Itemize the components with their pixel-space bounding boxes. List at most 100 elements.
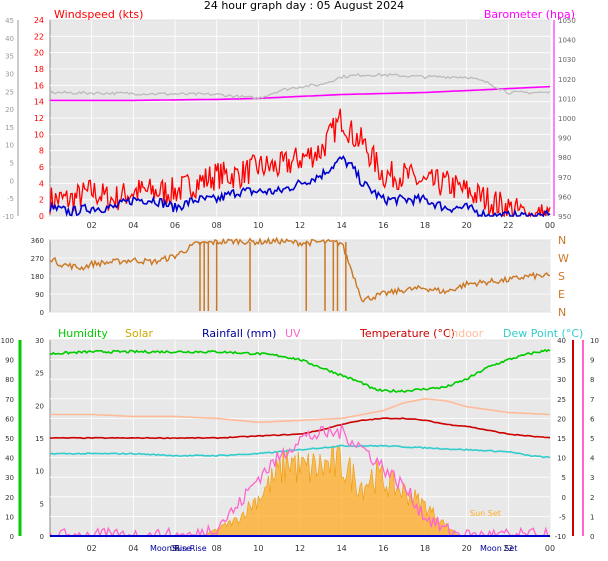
outer-tick-label: -5 (7, 195, 14, 203)
rain-tick-label: 20 (35, 402, 44, 410)
compass-label: W (558, 252, 569, 265)
legend-item: Temperature (°C) (359, 327, 455, 340)
uv-tick-label: 7 (590, 396, 594, 404)
uv-tick-label: 8 (590, 376, 594, 384)
wind-avg-line (49, 154, 551, 218)
uv-tick-label: 1 (590, 513, 594, 521)
temp-tick-label: -10 (555, 533, 566, 541)
rain-tick-label: 30 (35, 337, 44, 345)
outer-tick-label: 45 (5, 17, 14, 25)
wind-tick-label: 6 (39, 163, 44, 172)
outer-tick-label: 5 (10, 160, 14, 168)
sun-set-label: Sun Set (470, 509, 501, 518)
rain-tick-label: 0 (40, 533, 44, 541)
rain-tick-label: 15 (35, 435, 44, 443)
direction-tick-label: 0 (40, 309, 44, 317)
humidity-tick-label: 60 (5, 415, 14, 423)
baro-tick-label: 970 (558, 174, 571, 182)
compass-label: N (558, 234, 566, 247)
weather-x-tick-label: 18 (420, 544, 430, 553)
wind-x-tick-label: 12 (295, 221, 305, 230)
baro-tick-label: 950 (558, 213, 571, 221)
humidity-tick-label: 0 (10, 533, 14, 541)
sun-rise-label: Sun Rise (172, 544, 207, 553)
baro-tick-label: 980 (558, 154, 571, 162)
legend-item: Humidity (58, 327, 108, 340)
direction-line (49, 236, 550, 303)
wind-tick-label: 10 (34, 130, 44, 139)
uv-tick-label: 2 (590, 494, 594, 502)
baro-tick-label: 990 (558, 135, 571, 143)
humidity-tick-label: 30 (5, 474, 14, 482)
temp-tick-label: 10 (557, 455, 566, 463)
direction-tick-label: 180 (31, 273, 44, 281)
wind-x-tick-label: 22 (503, 221, 513, 230)
outer-tick-label: 40 (5, 35, 14, 43)
uv-tick-label: 4 (590, 455, 595, 463)
legend-item: Indoor (448, 327, 484, 340)
outer-tick-label: 25 (5, 88, 14, 96)
uv-tick-label: 0 (590, 533, 594, 541)
temp-tick-label: 25 (557, 396, 566, 404)
humidity-line (49, 348, 551, 394)
outer-tick-label: 30 (5, 70, 14, 78)
barometer-extra-line (49, 72, 551, 101)
temperature-line (49, 417, 551, 440)
legend-item: UV (285, 327, 301, 340)
baro-tick-label: 960 (558, 193, 571, 201)
wind-tick-label: 2 (39, 196, 44, 205)
direction-tick-label: 360 (31, 237, 44, 245)
wind-tick-label: 0 (39, 212, 44, 221)
wind-tick-label: 14 (34, 98, 44, 107)
humidity-tick-label: 40 (5, 455, 14, 463)
baro-tick-label: 1020 (558, 76, 576, 84)
baro-tick-label: 1030 (558, 56, 576, 64)
compass-label: N (558, 306, 566, 319)
wind-tick-label: 16 (34, 81, 44, 90)
humidity-tick-label: 80 (5, 376, 14, 384)
wind-gust-line (49, 108, 551, 218)
weather-x-tick-label: 16 (378, 544, 388, 553)
weather-x-tick-label: 10 (253, 544, 263, 553)
uv-tick-label: 3 (590, 474, 594, 482)
weather-x-tick-label: 12 (295, 544, 305, 553)
baro-tick-label: 1050 (558, 17, 576, 25)
humidity-tick-label: 50 (5, 435, 14, 443)
direction-tick-label: 90 (35, 291, 44, 299)
baro-axis-title: Barometer (hpa) (484, 8, 575, 21)
barometer-line (50, 85, 551, 102)
indoor-line (50, 397, 551, 424)
wind-x-tick-label: 16 (378, 221, 388, 230)
humidity-tick-label: 10 (5, 513, 14, 521)
direction-tick-label: 270 (31, 255, 44, 263)
weather-x-tick-label: 08 (212, 544, 222, 553)
humidity-tick-label: 90 (5, 357, 14, 365)
compass-label: S (558, 270, 565, 283)
rain-tick-label: 10 (35, 468, 44, 476)
wind-tick-label: 4 (39, 179, 44, 188)
humidity-tick-label: 100 (1, 337, 14, 345)
baro-tick-label: 1010 (558, 95, 576, 103)
legend-item: Dew Point (°C) (503, 327, 583, 340)
baro-tick-label: 1000 (558, 115, 576, 123)
outer-tick-label: -10 (3, 213, 14, 221)
temp-tick-label: 5 (562, 474, 566, 482)
outer-tick-label: 20 (5, 106, 14, 114)
uv-tick-label: 9 (590, 357, 594, 365)
wind-x-tick-label: 20 (462, 221, 472, 230)
outer-tick-label: 35 (5, 53, 14, 61)
wind-x-tick-label: 04 (128, 221, 138, 230)
wind-x-tick-label: 08 (212, 221, 222, 230)
wind-x-tick-label: 06 (170, 221, 180, 230)
outer-tick-label: 0 (10, 177, 14, 185)
temp-tick-label: 40 (557, 337, 566, 345)
temp-tick-label: 0 (562, 494, 566, 502)
weather-x-tick-label: 00 (545, 544, 555, 553)
humidity-tick-label: 20 (5, 494, 14, 502)
legend-item: Solar (125, 327, 154, 340)
dewpoint-line (49, 444, 551, 459)
weather-x-tick-label: 04 (128, 544, 138, 553)
uv-tick-label: 5 (590, 435, 594, 443)
